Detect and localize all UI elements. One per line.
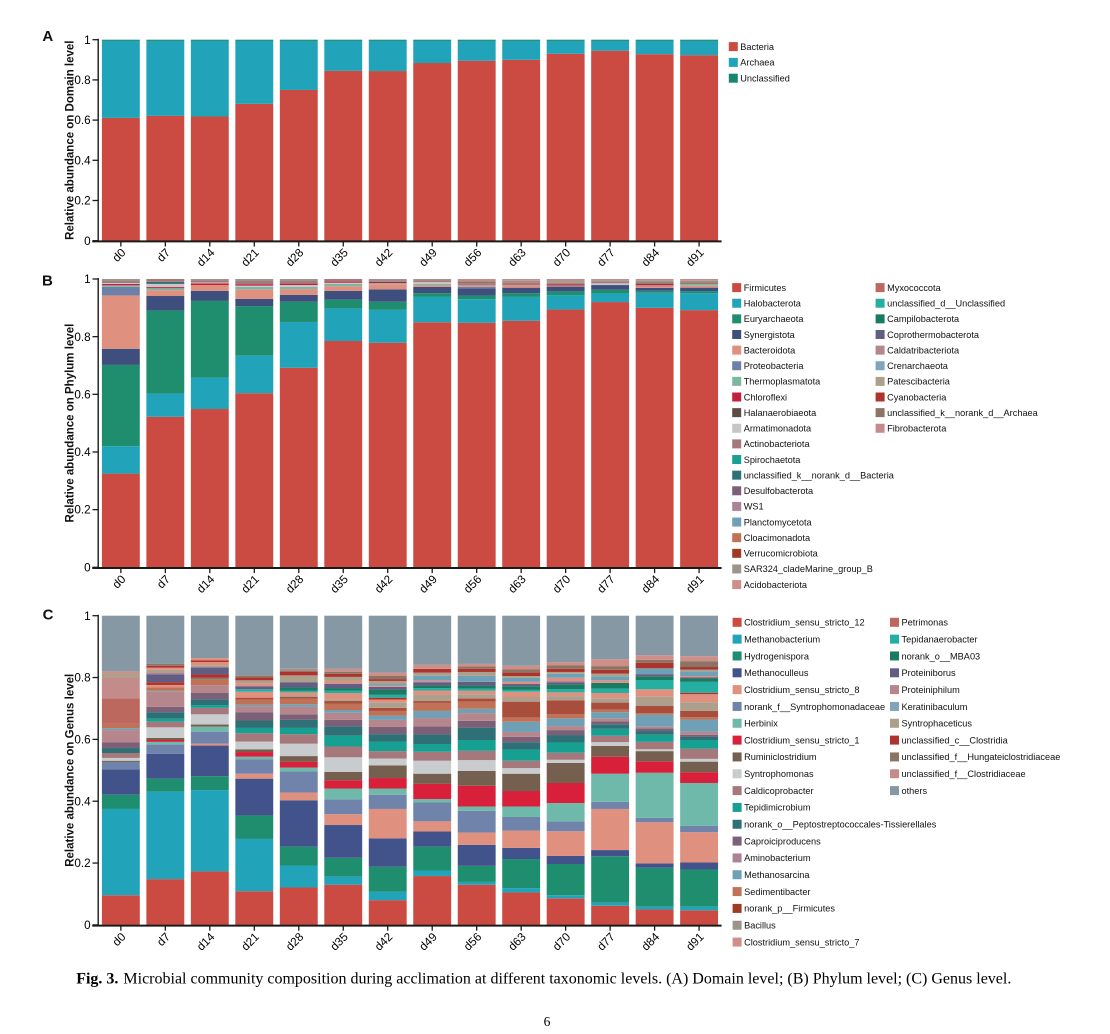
svg-text:unclassified_f__Hungateiclostr: unclassified_f__Hungateiclostridiaceae <box>902 752 1061 762</box>
svg-text:unclassified_c__Clostridia: unclassified_c__Clostridia <box>902 735 1009 745</box>
svg-text:0: 0 <box>84 235 91 248</box>
svg-text:Tepidanaerobacter: Tepidanaerobacter <box>902 634 978 644</box>
svg-text:Methanoculleus: Methanoculleus <box>744 668 809 678</box>
svg-text:Caldatribacteriota: Caldatribacteriota <box>887 345 960 355</box>
svg-text:norank_f__Syntrophomonadaceae: norank_f__Syntrophomonadaceae <box>744 702 885 712</box>
svg-text:Verrucomicrobiota: Verrucomicrobiota <box>744 549 819 559</box>
svg-text:unclassified_d__Unclassified: unclassified_d__Unclassified <box>887 299 1005 309</box>
svg-text:Caproiciproducens: Caproiciproducens <box>744 836 821 846</box>
svg-text:0.2: 0.2 <box>74 195 90 208</box>
svg-text:Herbinix: Herbinix <box>744 719 778 729</box>
svg-text:Syntrophomonas: Syntrophomonas <box>744 769 814 779</box>
svg-text:Clostridium_sensu_stricto_1: Clostridium_sensu_stricto_1 <box>744 735 859 745</box>
svg-text:WS1: WS1 <box>744 502 764 512</box>
svg-text:Synergistota: Synergistota <box>744 330 796 340</box>
svg-text:Coprothermobacterota: Coprothermobacterota <box>887 330 980 340</box>
svg-text:Aminobacterium: Aminobacterium <box>744 853 811 863</box>
svg-text:Proteiniborus: Proteiniborus <box>902 668 957 678</box>
svg-text:Clostridium_sensu_stricto_7: Clostridium_sensu_stricto_7 <box>744 937 859 947</box>
svg-text:Bacillus: Bacillus <box>744 921 776 931</box>
svg-text:0.8: 0.8 <box>74 672 90 685</box>
svg-text:d7: d7 <box>155 246 173 264</box>
svg-text:Archaea: Archaea <box>740 58 775 68</box>
svg-text:Bacteria: Bacteria <box>740 42 775 52</box>
svg-text:Petrimonas: Petrimonas <box>902 618 949 628</box>
svg-text:Actinobacteriota: Actinobacteriota <box>744 439 811 449</box>
svg-text:0.4: 0.4 <box>74 795 91 808</box>
svg-text:0.2: 0.2 <box>74 857 90 870</box>
svg-text:B: B <box>42 273 53 290</box>
svg-text:Syntrophaceticus: Syntrophaceticus <box>902 719 973 729</box>
svg-text:Myxococcota: Myxococcota <box>887 283 942 293</box>
svg-text:0.8: 0.8 <box>74 331 90 344</box>
svg-text:0.2: 0.2 <box>74 504 90 517</box>
svg-text:Caldicoprobacter: Caldicoprobacter <box>744 786 813 796</box>
svg-text:Spirochaetota: Spirochaetota <box>744 455 802 465</box>
svg-text:Relative abundance on Genus le: Relative abundance on Genus level <box>65 674 77 867</box>
svg-text:d7: d7 <box>155 573 173 591</box>
svg-text:0.6: 0.6 <box>74 114 90 127</box>
svg-text:Euryarchaeota: Euryarchaeota <box>744 314 805 324</box>
svg-text:1: 1 <box>84 34 91 47</box>
svg-text:Patescibacteria: Patescibacteria <box>887 377 951 387</box>
svg-text:Proteobacteria: Proteobacteria <box>744 361 805 371</box>
svg-text:Fibrobacterota: Fibrobacterota <box>887 424 947 434</box>
svg-text:Cloacimonadota: Cloacimonadota <box>744 533 811 543</box>
svg-text:Sedimentibacter: Sedimentibacter <box>744 887 810 897</box>
svg-text:Tepidimicrobium: Tepidimicrobium <box>744 803 811 813</box>
svg-text:norank_p__Firmicutes: norank_p__Firmicutes <box>744 904 835 914</box>
svg-text:0.4: 0.4 <box>74 446 91 459</box>
svg-text:Thermoplasmatota: Thermoplasmatota <box>744 377 821 387</box>
svg-text:Campilobacterota: Campilobacterota <box>887 314 960 324</box>
svg-text:Relative abundance on Domain l: Relative abundance on Domain level <box>65 40 77 239</box>
svg-text:C: C <box>43 607 54 624</box>
svg-text:Hydrogenispora: Hydrogenispora <box>744 651 810 661</box>
svg-text:others: others <box>902 786 928 796</box>
svg-text:0.8: 0.8 <box>74 74 90 87</box>
svg-text:Methanosarcina: Methanosarcina <box>744 870 810 880</box>
svg-text:unclassified_f__Clostridiaceae: unclassified_f__Clostridiaceae <box>902 769 1026 779</box>
svg-text:A: A <box>42 28 53 45</box>
svg-text:1: 1 <box>84 273 91 286</box>
svg-text:Halanaerobiaeota: Halanaerobiaeota <box>744 408 817 418</box>
svg-text:Planctomycetota: Planctomycetota <box>744 517 813 527</box>
svg-text:unclassified_k__norank_d__Bact: unclassified_k__norank_d__Bacteria <box>744 470 895 480</box>
svg-text:Ruminiclostridium: Ruminiclostridium <box>744 752 817 762</box>
svg-text:SAR324_cladeMarine_group_B: SAR324_cladeMarine_group_B <box>744 564 873 574</box>
svg-text:Bacteroidota: Bacteroidota <box>744 345 796 355</box>
svg-text:Crenarchaeota: Crenarchaeota <box>887 361 949 371</box>
svg-text:Desulfobacterota: Desulfobacterota <box>744 486 814 496</box>
svg-text:0: 0 <box>84 919 91 932</box>
svg-text:Cyanobacteria: Cyanobacteria <box>887 392 947 402</box>
svg-text:0.6: 0.6 <box>74 388 90 401</box>
svg-text:norank_o__MBA03: norank_o__MBA03 <box>902 651 981 661</box>
svg-text:Unclassified: Unclassified <box>740 74 790 84</box>
svg-text:Fig. 3.Microbial community com: Fig. 3. Microbial community composition d… <box>76 971 1011 988</box>
svg-text:Armatimonadota: Armatimonadota <box>744 424 812 434</box>
svg-text:Proteiniphilum: Proteiniphilum <box>902 685 961 695</box>
svg-text:Methanobacterium: Methanobacterium <box>744 634 820 644</box>
svg-text:Clostridium_sensu_stricto_12: Clostridium_sensu_stricto_12 <box>744 618 865 628</box>
svg-text:0.6: 0.6 <box>74 733 90 746</box>
svg-text:Firmicutes: Firmicutes <box>744 283 787 293</box>
svg-text:6: 6 <box>544 1014 551 1029</box>
svg-text:0: 0 <box>84 561 91 574</box>
svg-text:Acidobacteriota: Acidobacteriota <box>744 580 808 590</box>
svg-text:Relative abundance on Phylum l: Relative abundance on Phylum level <box>65 324 77 523</box>
svg-text:Halobacterota: Halobacterota <box>744 299 802 309</box>
svg-text:Keratinibaculum: Keratinibaculum <box>902 702 968 712</box>
svg-text:0.4: 0.4 <box>74 154 91 167</box>
svg-text:Chloroflexi: Chloroflexi <box>744 392 787 402</box>
svg-text:1: 1 <box>84 610 91 623</box>
svg-text:norank_o__Peptostreptococcales: norank_o__Peptostreptococcales-Tissierel… <box>744 820 937 830</box>
svg-text:Clostridium_sensu_stricto_8: Clostridium_sensu_stricto_8 <box>744 685 859 695</box>
svg-text:unclassified_k__norank_d__Arch: unclassified_k__norank_d__Archaea <box>887 408 1039 418</box>
